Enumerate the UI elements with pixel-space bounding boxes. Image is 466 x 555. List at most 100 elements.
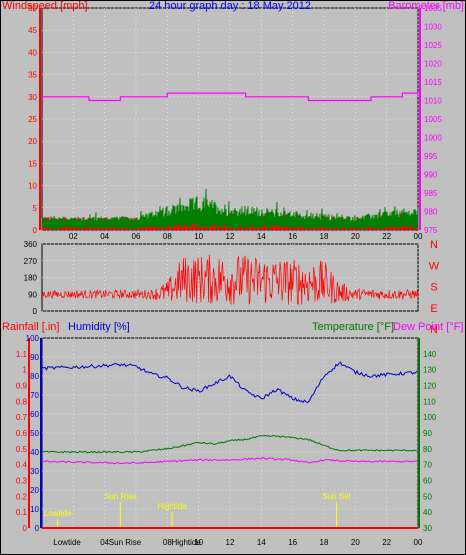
y-tick-label: 110 (423, 397, 436, 406)
y-tick-label: 80 (30, 372, 39, 381)
y-tick-label: 0.8 (16, 397, 28, 406)
y-tick-label: 100 (423, 413, 437, 422)
x-tick-label: 14 (257, 538, 266, 547)
x-ticks-wind: 02 04 06 08 10 12 14 16 18 20 22 00 (69, 232, 423, 241)
x-tick-label: 14 (257, 232, 266, 241)
x-tick-label: 20 (351, 538, 360, 547)
y-tick-label: 0.2 (16, 492, 28, 501)
x-tick-label: 10 (194, 232, 203, 241)
grid-wind (42, 7, 419, 231)
y-tick-label: 1025 (424, 41, 442, 50)
x-tick-label: 16 (288, 232, 297, 241)
y-tick-label: 0.1 (16, 508, 28, 517)
y-tick-label: 40 (28, 48, 37, 57)
event-label: Hightide (157, 502, 187, 511)
y-tick-label: 1010 (424, 97, 442, 106)
y-tick-label: 1005 (424, 115, 442, 124)
y-tick-label: 10 (30, 505, 39, 514)
temperature-line (42, 434, 418, 454)
compass-label: N (430, 239, 438, 251)
compass-label: S (430, 282, 437, 294)
y-tick-label: 180 (24, 274, 38, 283)
y-tick-label: 50 (423, 492, 432, 501)
y-tick-label: 0.4 (16, 461, 28, 470)
y-tick-label: 975 (424, 226, 438, 235)
x-tick-label: Lowtide (53, 538, 81, 547)
y-tick-label: 50 (28, 4, 37, 13)
rainfall-axis-label: Rainfall [.in] (2, 321, 59, 333)
y-tick-label: 25 (28, 115, 37, 124)
y-tick-label: 15 (28, 159, 37, 168)
y-tick-label: 1000 (424, 134, 442, 143)
wind-gust-line (41, 188, 419, 231)
compass-label: W (429, 260, 440, 272)
y-tick-label: 30 (28, 93, 37, 102)
humidity-axis-label: Humidity [%] (68, 321, 130, 333)
y-tick-label: 50 (30, 429, 39, 438)
x-tick-label: 10 (194, 538, 203, 547)
direction-series (41, 254, 419, 306)
y-tick-label: 90 (30, 353, 39, 362)
dewpoint-axis-label: Dew Point [°F] (393, 321, 463, 333)
y-tick-label: 40 (30, 448, 39, 457)
y-tick-label: 40 (423, 508, 432, 517)
y-ticks-direction: 0 90 180 270 360 (24, 240, 38, 316)
y-tick-label: 360 (24, 240, 38, 249)
y-tick-label: 70 (423, 461, 432, 470)
y-tick-label: 0 (23, 524, 28, 533)
y-tick-label: 10 (28, 182, 37, 191)
x-tick-label: 22 (382, 232, 391, 241)
y-tick-label: 140 (423, 350, 437, 359)
x-tick-label: 00 (414, 232, 423, 241)
y-ticks-baro: 975 980 985 990 995 1000 1005 1010 1015 1020 1025 1… (424, 4, 442, 235)
y-tick-label: 1030 (424, 23, 442, 32)
y-tick-label: 0.9 (16, 382, 28, 391)
event-markers: Lowtide Sun Rise Hightide Sun Set (44, 492, 352, 528)
y-tick-label: 60 (423, 477, 432, 486)
y-tick-label: 20 (28, 137, 37, 146)
x-tick-label: 06 (132, 232, 141, 241)
y-tick-label: 130 (423, 366, 437, 375)
x-tick-label: 04 (100, 232, 109, 241)
y-tick-label: 980 (424, 208, 438, 217)
wind-series (41, 188, 419, 231)
y-tick-label: 5 (33, 204, 38, 213)
y-tick-label: 270 (24, 257, 38, 266)
x-tick-label: 22 (382, 538, 391, 547)
event-label: Lowtide (44, 509, 72, 518)
y-tick-label: 90 (423, 429, 432, 438)
y-tick-label: 30 (423, 524, 432, 533)
x-tick-label: 08 (163, 232, 172, 241)
y-tick-label: 60 (30, 410, 39, 419)
y-tick-label: 0 (33, 226, 38, 235)
x-tick-label: 18 (320, 232, 329, 241)
x-tick-label: 20 (351, 232, 360, 241)
y-tick-label: 1015 (424, 78, 442, 87)
y-tick-label: 0.6 (16, 429, 28, 438)
y-tick-label: 45 (28, 26, 37, 35)
y-tick-label: 100 (26, 334, 40, 343)
y-tick-label: 1020 (424, 60, 442, 69)
y-tick-label: 1 (23, 366, 28, 375)
temperature-axis-label: Temperature [°F] (312, 321, 394, 333)
y-tick-label: 30 (30, 467, 39, 476)
dewpoint-line (41, 457, 417, 465)
compass-label: N (430, 324, 438, 336)
x-tick-label: 16 (288, 538, 297, 547)
y-ticks-rain: 0 0.1 0.2 0.3 0.4 0.5 0.6 0.7 0.8 0.9 1 1.1 (16, 350, 28, 533)
x-tick-label: Hightide (171, 538, 201, 547)
y-tick-label: 120 (423, 382, 437, 391)
y-tick-label: 1035 (424, 4, 442, 13)
x-tick-label: 12 (226, 232, 235, 241)
compass-label: E (430, 303, 437, 315)
chart-title: 24 hour graph day : 18 May 2012 (149, 0, 311, 12)
x-tick-label: 12 (226, 538, 235, 547)
y-tick-label: 0.3 (16, 477, 28, 486)
x-tick-label: Sun Rise (109, 538, 142, 547)
y-tick-label: 1.1 (16, 350, 28, 359)
x-tick-label: 02 (69, 232, 78, 241)
panel-temp-humidity: Lowtide Sun Rise Hightide Sun Set 0 0.1 0.2 0.… (2, 321, 463, 547)
